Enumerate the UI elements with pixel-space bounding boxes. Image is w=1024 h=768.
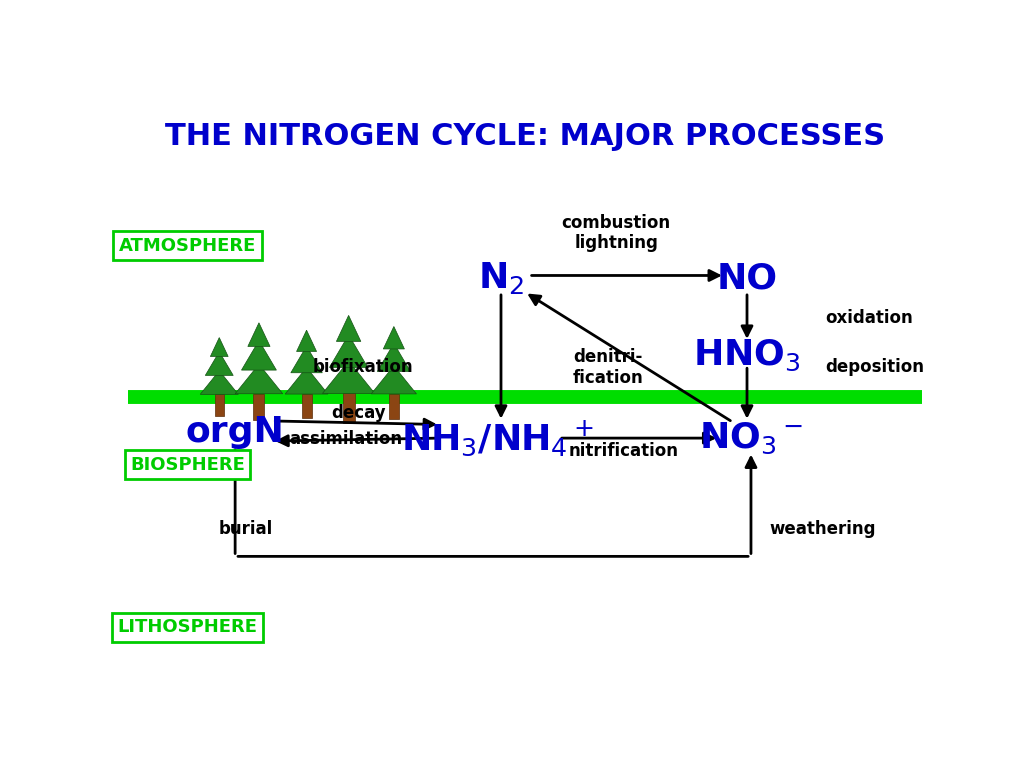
Text: NH$_3$/NH$_4$$^+$: NH$_3$/NH$_4$$^+$: [400, 418, 593, 458]
Polygon shape: [242, 340, 276, 370]
Polygon shape: [248, 323, 270, 346]
Bar: [215, 394, 223, 415]
Text: combustion
lightning: combustion lightning: [561, 214, 671, 253]
Text: deposition: deposition: [824, 358, 924, 376]
Text: HNO$_3$: HNO$_3$: [693, 338, 801, 373]
Text: BIOSPHERE: BIOSPHERE: [130, 455, 245, 474]
Bar: [342, 393, 354, 422]
Text: NO: NO: [717, 261, 777, 296]
Polygon shape: [210, 338, 228, 356]
Bar: [301, 394, 311, 418]
Polygon shape: [372, 366, 417, 394]
Text: LITHOSPHERE: LITHOSPHERE: [118, 618, 257, 637]
Text: nitrification: nitrification: [569, 442, 679, 460]
Text: decay: decay: [331, 404, 385, 422]
Polygon shape: [297, 330, 316, 352]
Polygon shape: [383, 326, 404, 349]
Text: weathering: weathering: [769, 520, 876, 538]
Text: N$_2$: N$_2$: [478, 260, 524, 296]
Polygon shape: [236, 364, 283, 394]
Text: ATMOSPHERE: ATMOSPHERE: [119, 237, 256, 255]
Text: biofixation: biofixation: [313, 358, 414, 376]
Text: THE NITROGEN CYCLE: MAJOR PROCESSES: THE NITROGEN CYCLE: MAJOR PROCESSES: [165, 122, 885, 151]
Polygon shape: [201, 371, 239, 394]
Bar: [388, 394, 399, 419]
Text: burial: burial: [218, 520, 272, 538]
Text: denitri-
fication: denitri- fication: [572, 348, 643, 386]
Polygon shape: [291, 346, 323, 372]
Polygon shape: [323, 361, 375, 393]
Bar: [253, 394, 264, 420]
Text: orgN: orgN: [185, 415, 285, 449]
Polygon shape: [205, 352, 233, 376]
Text: oxidation: oxidation: [824, 309, 912, 327]
Polygon shape: [377, 343, 411, 372]
Polygon shape: [285, 367, 328, 394]
Text: assimilation: assimilation: [290, 430, 402, 449]
Polygon shape: [330, 335, 368, 367]
Polygon shape: [337, 316, 360, 342]
Text: NO$_3$$^-$: NO$_3$$^-$: [699, 420, 803, 455]
